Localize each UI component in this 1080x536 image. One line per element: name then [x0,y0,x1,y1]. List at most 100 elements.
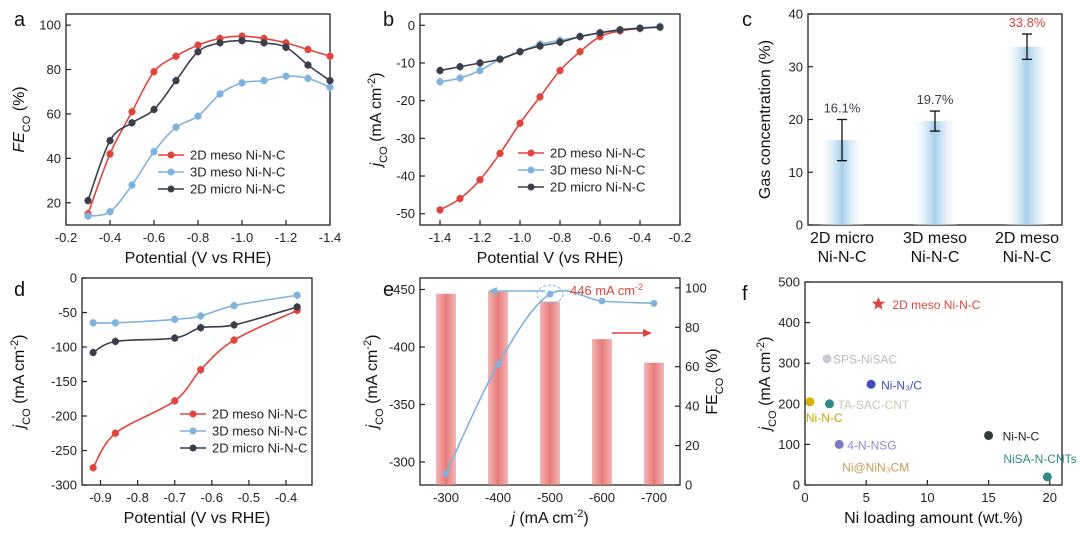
e-jco-point [650,299,658,307]
a-data-point [128,181,136,189]
b-data-point [556,38,564,46]
e-fe-bar [540,301,560,485]
a-data-point [106,150,114,158]
panel-letter-b: b [383,9,394,31]
a-data-point [150,105,158,114]
b-legend-label: 2D micro Ni-N-C [550,180,645,195]
e-y2-tick-label: 80 [685,320,699,335]
f-x-tick-label: 5 [863,490,870,505]
b-x-tick-label: -1.0 [509,230,531,245]
e-y-tick-label: -400 [389,340,415,355]
b-data-point [476,66,484,75]
e-y-tick-label: -450 [389,282,415,297]
c-category-label: 3D meso [903,230,967,247]
a-x-tick-label: -1.2 [275,230,297,245]
a-data-point [194,41,202,49]
d-data-point [293,303,301,311]
b-legend-marker [527,166,535,174]
e-y2-tick-label: 20 [685,438,699,453]
f-data-point [834,439,844,449]
a-y-tick-label: 60 [47,106,61,121]
c-y-tick-label: 20 [789,112,803,127]
e-y-axis-label: jCO (mA cm-2) [362,335,386,431]
f-y-tick-label: 300 [778,356,800,371]
b-data-point [556,66,564,75]
b-y-axis-label: jCO (mA cm-2) [366,73,390,169]
b-data-point [536,93,544,101]
panel-a-fe-vs-potential: -0.2 -0.4 -0.6 -0.8 -1.0 -1.2 -1.4 20 40 60 80 100 2… [11,13,341,267]
e-jco-line [445,289,655,474]
f-x-tick-label: 0 [801,490,808,505]
b-x-axis-label: Potential V (vs RHE) [477,250,624,267]
panel-letter-f: f [742,283,748,305]
c-y-tick-label: 0 [796,218,803,233]
e-annotation: 446 mA cm-2 [570,282,643,298]
f-data-point [805,397,815,407]
f-y-tick-label: 200 [778,396,800,411]
d-series-line [93,294,298,324]
b-data-point [616,26,624,34]
a-data-point [216,39,224,47]
b-data-point [576,33,584,41]
a-data-point [326,83,334,91]
a-data-point [260,77,268,85]
a-data-point [172,123,180,131]
panel-b-jco-vs-potential: -1.4 -1.2 -1.0 -0.8 -0.6 -0.4 -0.2 0 -10 -20 -30 -4… [366,13,691,267]
a-y-tick-label: 40 [47,151,61,166]
a-x-tick-label: -1.0 [231,230,253,245]
panel-letter-d: d [14,279,25,301]
e-x-tick-label: -300 [433,490,459,505]
e-jco-point [598,297,606,305]
a-legend-marker [167,185,175,193]
d-data-point [111,429,119,437]
f-y-axis-label: jCO (mA cm-2) [755,337,779,433]
a-data-point [128,119,136,127]
d-y-tick-label: -100 [51,340,77,355]
d-data-point [197,324,205,332]
d-data-point [111,337,119,346]
b-data-point [456,195,464,203]
f-x-axis-label: Ni loading amount (wt.%) [844,510,1023,527]
b-x-tick-label: -0.8 [549,230,571,245]
a-y-axis-label: FECO (%) [11,86,33,152]
f-y-tick-label: 500 [778,275,800,290]
b-y-tick-label: 0 [408,18,415,33]
b-y-tick-label: -10 [396,55,415,70]
panel-c-gas-concentration: 0 10 20 30 40 16.1% 2D micro Ni-N-C 19.7% 3D meso… [757,7,1063,266]
d-y-tick-label: -250 [51,443,77,458]
d-data-point [111,319,119,327]
c-category-label: Ni-N-C [911,249,960,266]
f-point-label: Ni-N-C [1003,429,1040,443]
d-y-tick-label: -300 [51,478,77,493]
b-legend-marker [527,183,535,191]
d-data-point [230,321,238,329]
e-y2-tick-label: 40 [685,399,699,414]
d-x-tick-label: -0.9 [89,490,111,505]
e-x-tick-label: -700 [641,490,667,505]
f-point-label: SPS-NiSAC [833,353,897,367]
b-data-point [596,29,604,37]
a-legend-label: 3D meso Ni-N-C [190,165,285,180]
d-x-tick-label: -0.7 [164,490,186,505]
panel-d-jco-vs-potential: -0.9 -0.8 -0.7 -0.6 -0.5 -0.4 0 -50 -100 -150 -200… [9,271,313,527]
f-point-label: 4-N-NSG [847,438,896,452]
f-data-point [984,430,994,440]
e-max-ring [536,284,564,304]
b-x-tick-label: -1.2 [469,230,491,245]
e-fe-bar [592,339,612,485]
b-data-point [516,48,524,56]
a-data-point [106,137,114,145]
b-y-tick-label: -30 [396,131,415,146]
f-data-point [866,379,876,389]
b-data-point [496,55,504,63]
b-data-point [476,59,484,67]
f-point-label: Ni-N₃/C [881,378,922,392]
b-x-tick-label: -0.6 [589,230,611,245]
b-data-point [436,206,444,214]
panel-e-jco-and-fe-bars: -300 -350 -400 -450 0 20 40 60 80 100 -300 -400 -500… [362,277,726,527]
e-arrow-right-head [643,329,652,337]
a-data-point [326,77,334,85]
f-point-label: TA-SAC-CNT [837,398,909,412]
d-x-tick-label: -0.6 [201,490,223,505]
